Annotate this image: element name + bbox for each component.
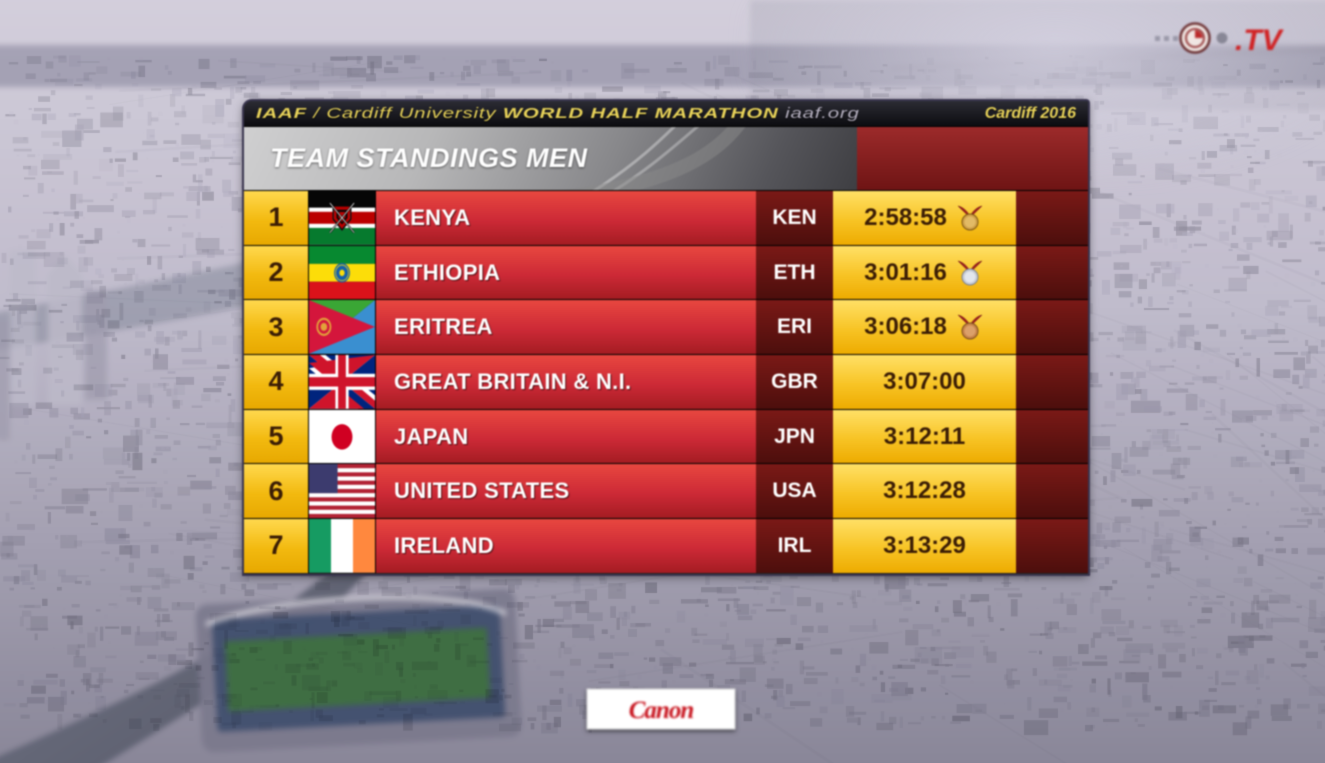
- svg-text:Canon: Canon: [629, 697, 694, 724]
- svg-text:.TV: .TV: [1235, 24, 1285, 56]
